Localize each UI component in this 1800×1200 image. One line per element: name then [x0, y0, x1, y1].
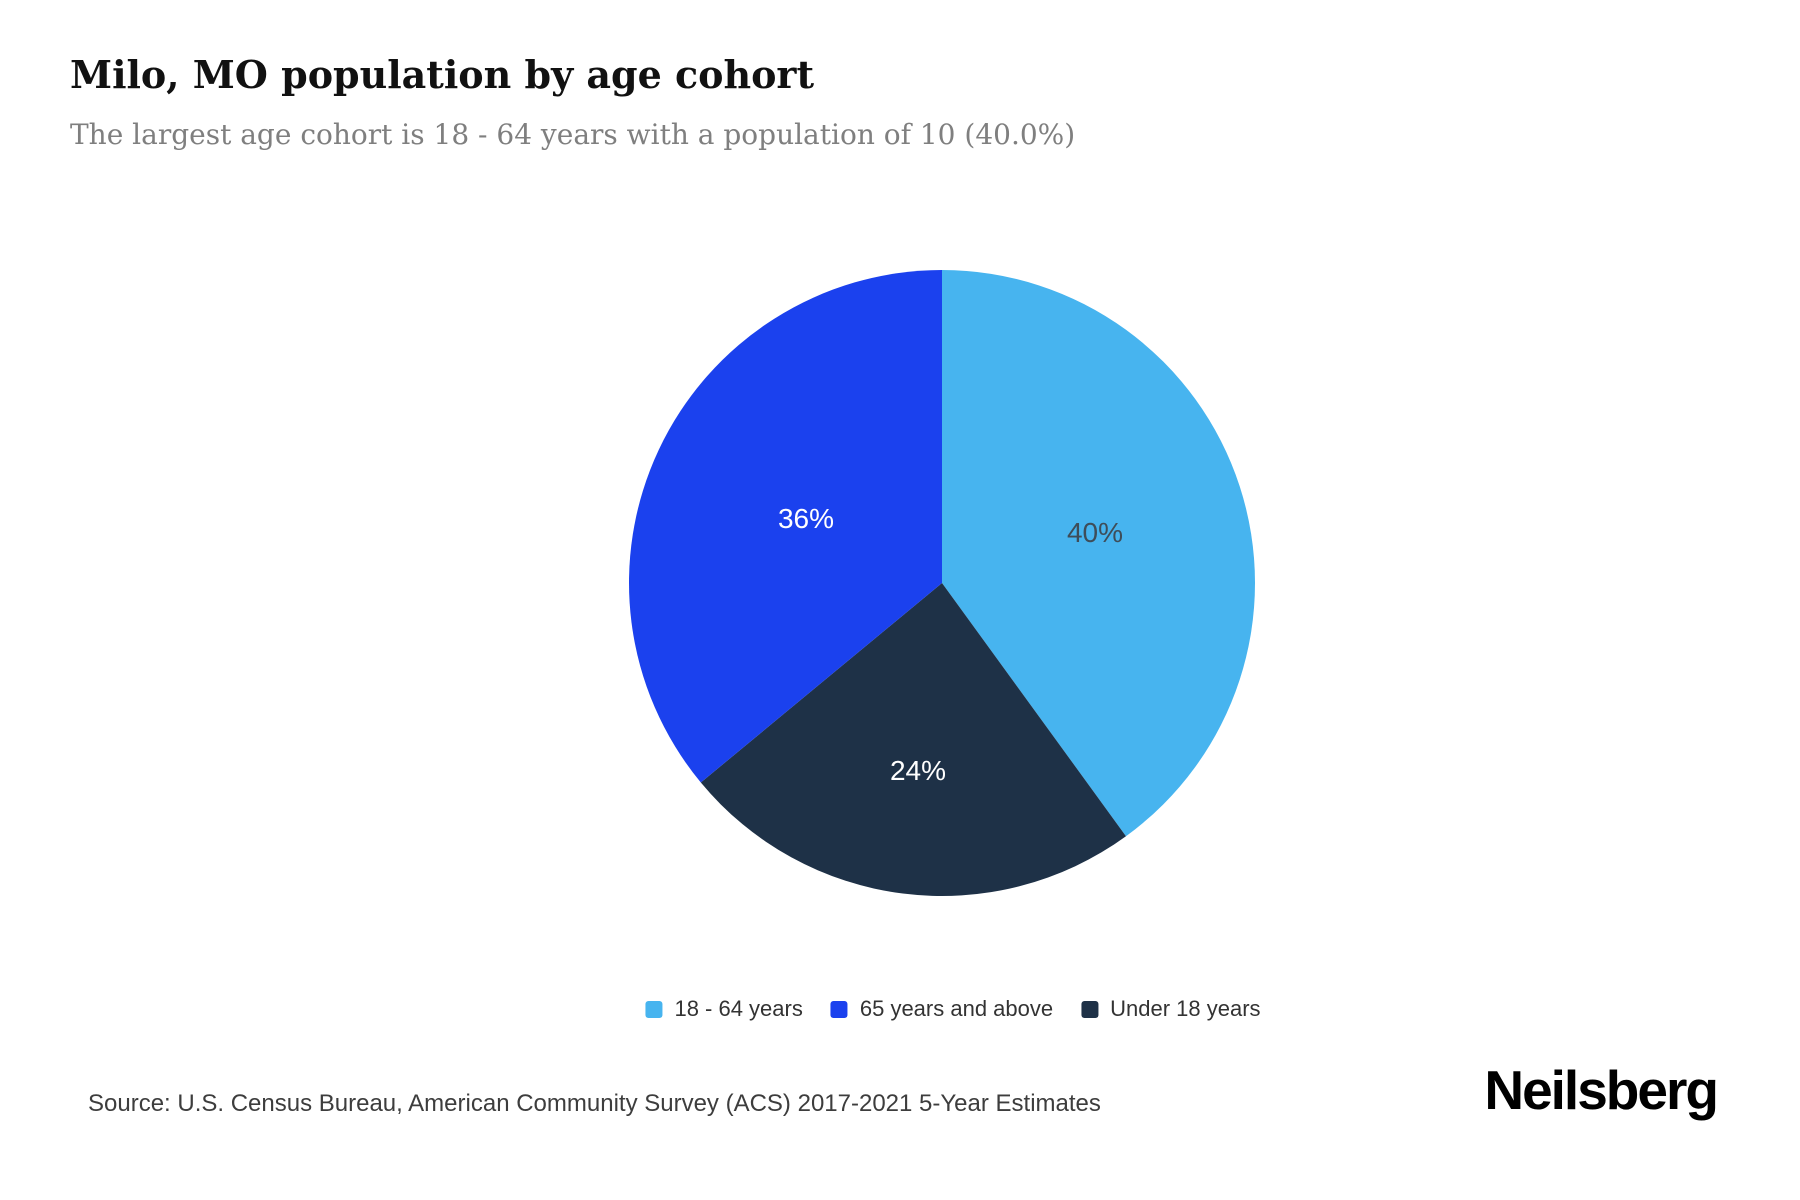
legend-label: 65 years and above — [859, 996, 1054, 1021]
legend-item-65-years-and-above[interactable]: 65 years and above — [830, 996, 1054, 1022]
legend-item-under-18-years[interactable]: Under 18 years — [1081, 996, 1261, 1022]
page-subtitle: The largest age cohort is 18 - 64 years … — [70, 118, 1076, 151]
chart-legend: 18 - 64 years 65 years and above Under 18 … — [645, 996, 1261, 1022]
pie-slice-65-years-and-above[interactable] — [629, 270, 942, 783]
pie-slice-under-18-years[interactable] — [700, 583, 1126, 896]
legend-label: 18 - 64 years — [674, 996, 803, 1021]
page-title: Milo, MO population by age cohort — [70, 52, 815, 97]
pie-svg — [629, 270, 1255, 896]
legend-swatch-icon — [830, 1000, 848, 1018]
brand-logo: Neilsberg — [1484, 1059, 1719, 1121]
pie-chart: 40% 24% 36% — [629, 270, 1255, 896]
legend-label: Under 18 years — [1110, 996, 1261, 1021]
source-text: Source: U.S. Census Bureau, American Com… — [88, 1090, 1101, 1117]
legend-item-18-64-years[interactable]: 18 - 64 years — [645, 996, 803, 1022]
legend-swatch-icon — [1081, 1000, 1099, 1018]
legend-swatch-icon — [645, 1000, 663, 1018]
pie-slice-18-64-years[interactable] — [942, 270, 1255, 837]
